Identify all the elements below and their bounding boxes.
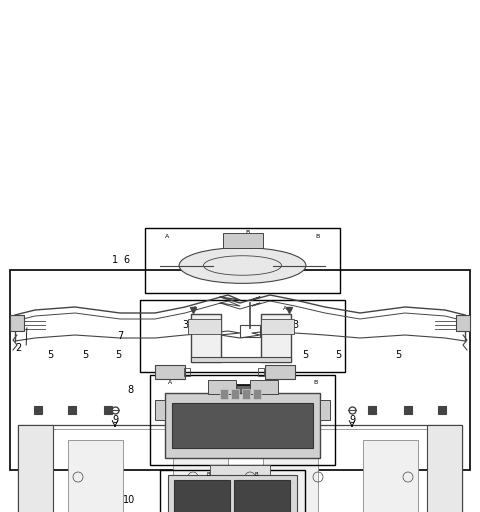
Text: 10: 10	[123, 495, 135, 505]
Text: 5: 5	[395, 350, 401, 360]
Text: 5: 5	[302, 350, 308, 360]
Text: 7: 7	[117, 331, 123, 341]
Text: 9: 9	[112, 415, 118, 425]
Bar	[320, 400, 330, 420]
Bar	[18, 425, 53, 512]
Bar	[18, 425, 462, 512]
Text: 2: 2	[15, 343, 21, 353]
Text: 5: 5	[115, 350, 121, 360]
Bar	[207, 380, 236, 394]
Bar	[184, 368, 190, 376]
Bar	[220, 389, 228, 399]
Text: A: A	[165, 233, 169, 239]
Bar	[155, 365, 185, 379]
Bar	[456, 315, 470, 331]
Text: 5: 5	[82, 350, 88, 360]
Bar	[438, 406, 446, 414]
Bar	[261, 319, 293, 334]
Bar	[160, 470, 305, 512]
Text: 6: 6	[124, 255, 130, 265]
Text: B: B	[316, 233, 320, 239]
Text: 3: 3	[182, 320, 188, 330]
Bar	[363, 440, 418, 512]
Text: B: B	[206, 472, 210, 477]
Bar	[427, 425, 462, 512]
Bar	[145, 228, 340, 293]
Text: A: A	[193, 306, 198, 310]
Bar	[140, 300, 345, 372]
Text: A: A	[168, 380, 172, 386]
Bar	[174, 480, 230, 512]
Text: 3: 3	[292, 320, 298, 330]
Bar	[234, 480, 290, 512]
Bar	[168, 475, 297, 512]
Bar	[250, 380, 277, 394]
Bar	[155, 400, 165, 420]
Bar	[10, 315, 24, 331]
Text: 8: 8	[127, 385, 133, 395]
Bar	[215, 385, 265, 403]
Bar	[258, 368, 264, 376]
Bar	[223, 233, 263, 248]
Bar	[191, 357, 290, 362]
Bar	[34, 406, 42, 414]
Bar	[172, 403, 313, 448]
Bar	[404, 406, 412, 414]
Text: 5: 5	[47, 350, 53, 360]
Bar	[263, 440, 318, 512]
Text: 9: 9	[349, 415, 355, 425]
Bar	[265, 365, 295, 379]
Bar	[191, 314, 220, 362]
Text: A: A	[283, 306, 288, 310]
Text: B: B	[245, 230, 250, 236]
Bar	[150, 375, 335, 465]
Bar	[173, 440, 228, 512]
Bar	[240, 325, 260, 337]
Bar	[165, 393, 320, 458]
Text: 1: 1	[112, 255, 118, 265]
Bar	[210, 465, 270, 485]
Bar	[261, 314, 290, 362]
Ellipse shape	[179, 248, 306, 283]
Bar	[104, 406, 112, 414]
Text: 4: 4	[207, 335, 213, 345]
Bar	[10, 270, 470, 470]
Bar	[231, 389, 239, 399]
Bar	[22, 429, 458, 512]
Bar	[242, 389, 250, 399]
Text: B: B	[313, 380, 317, 386]
Text: B: B	[254, 472, 258, 477]
Bar	[68, 440, 123, 512]
Bar	[68, 406, 76, 414]
Text: 5: 5	[335, 350, 341, 360]
Bar	[368, 406, 376, 414]
Bar	[253, 389, 261, 399]
Bar	[188, 319, 220, 334]
